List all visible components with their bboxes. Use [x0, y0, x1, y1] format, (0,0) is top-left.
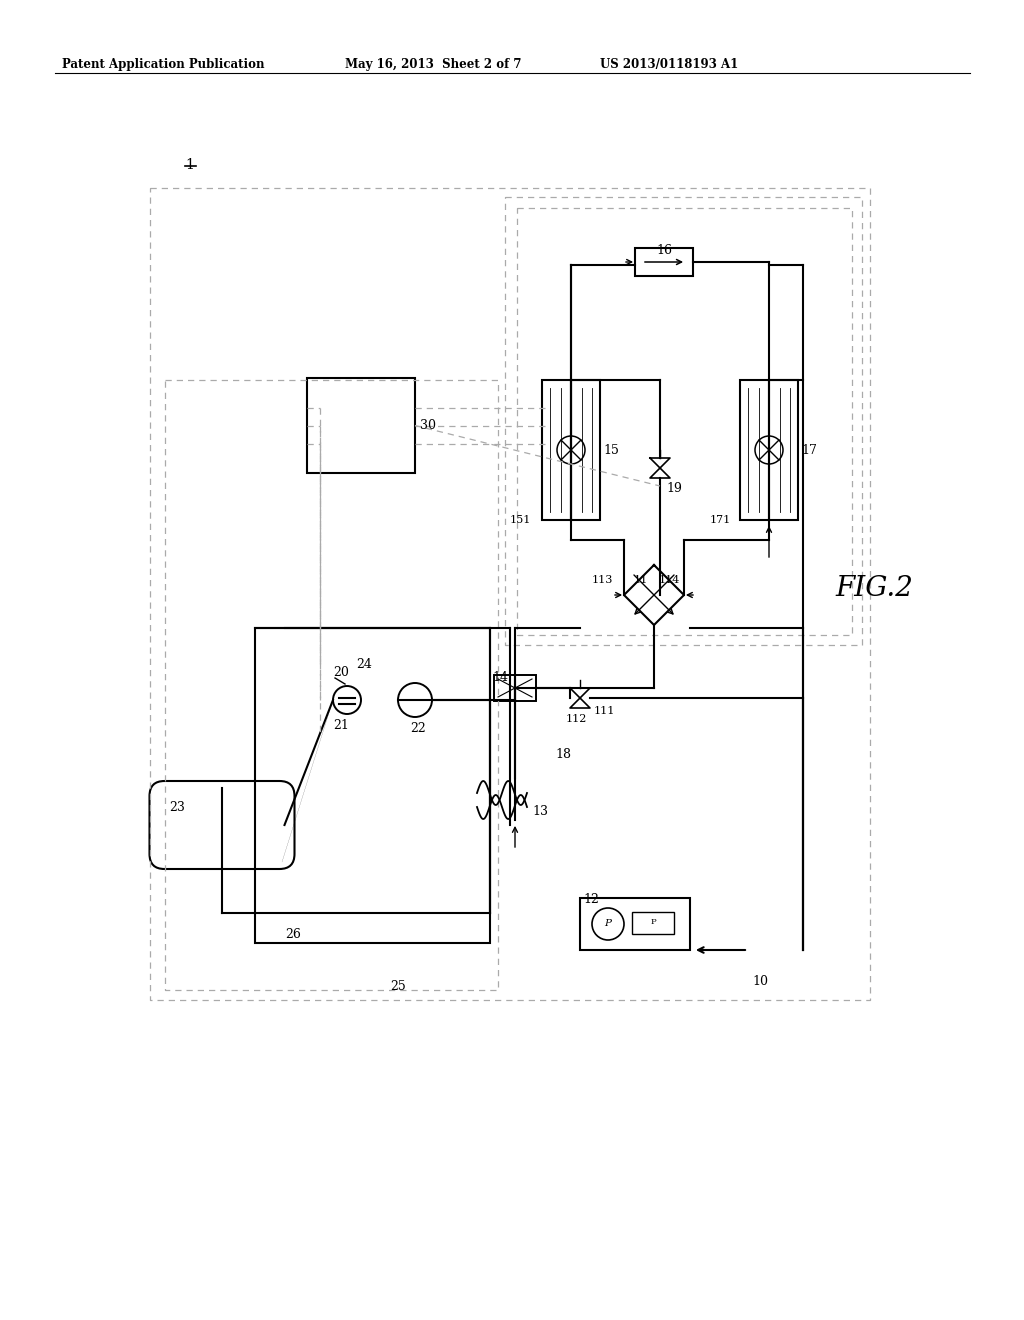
Text: 23: 23 [170, 801, 185, 814]
Text: 20: 20 [333, 667, 349, 678]
Text: 17: 17 [801, 444, 817, 457]
Text: 18: 18 [555, 748, 571, 762]
Bar [635, 248, 693, 276]
Text: 112: 112 [566, 714, 588, 723]
Text: 13: 13 [532, 805, 548, 818]
Text: 22: 22 [410, 722, 426, 735]
Bar [580, 898, 690, 950]
Text: 16: 16 [656, 244, 672, 257]
Text: May 16, 2013  Sheet 2 of 7: May 16, 2013 Sheet 2 of 7 [345, 58, 521, 71]
Bar [740, 380, 798, 520]
Text: 171: 171 [710, 515, 731, 525]
Text: US 2013/0118193 A1: US 2013/0118193 A1 [600, 58, 738, 71]
Text: 26: 26 [285, 928, 301, 941]
Text: 30: 30 [420, 418, 436, 432]
Text: FIG.2: FIG.2 [835, 576, 912, 602]
Text: 113: 113 [592, 576, 613, 585]
Text: 19: 19 [666, 482, 682, 495]
Text: 21: 21 [333, 719, 349, 733]
Text: P: P [650, 917, 655, 927]
Text: 114: 114 [659, 576, 680, 585]
Bar [632, 912, 674, 935]
Text: 1: 1 [185, 158, 194, 172]
Bar [494, 675, 536, 701]
Bar [542, 380, 600, 520]
Bar [307, 378, 415, 473]
Text: Patent Application Publication: Patent Application Publication [62, 58, 264, 71]
Text: P: P [604, 920, 611, 928]
Text: 12: 12 [583, 894, 599, 906]
Bar [255, 628, 490, 942]
Text: 14: 14 [492, 671, 508, 684]
Text: 24: 24 [356, 657, 372, 671]
Text: 10: 10 [752, 975, 768, 987]
Text: 15: 15 [603, 444, 618, 457]
Text: 25: 25 [390, 979, 406, 993]
Text: 151: 151 [510, 515, 531, 525]
Text: 111: 111 [594, 706, 615, 715]
Text: 11: 11 [634, 576, 648, 585]
